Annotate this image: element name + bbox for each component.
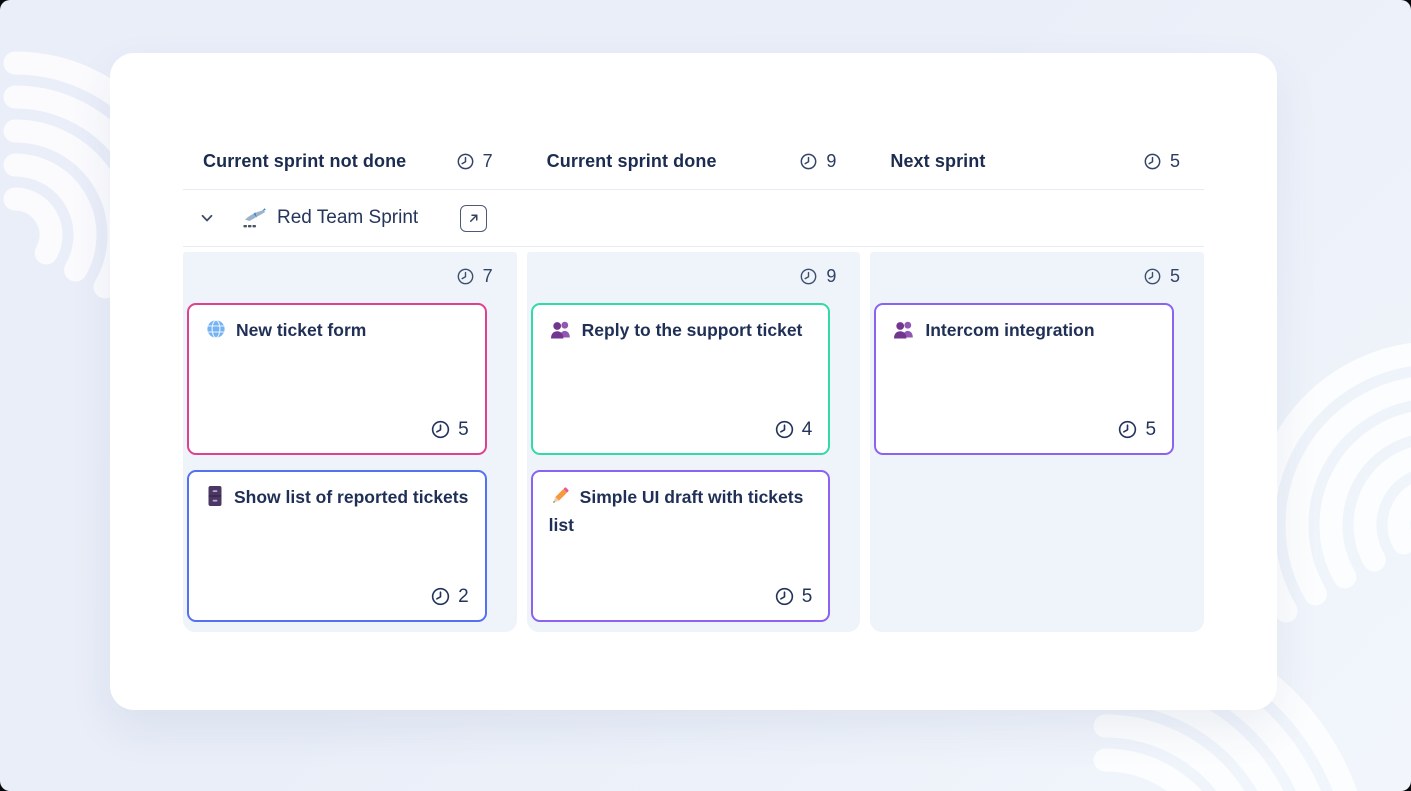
- column-header-current-sprint-not-done: Current sprint not done 7: [183, 151, 517, 189]
- clock-icon: [1144, 268, 1161, 285]
- globe-icon: [205, 318, 227, 346]
- column-subheader: 7: [183, 252, 517, 287]
- column-header-next-sprint: Next sprint 5: [870, 151, 1204, 189]
- clock-icon: [1144, 153, 1161, 170]
- clock-icon: [800, 153, 817, 170]
- column-hours-badge: 7: [455, 266, 493, 287]
- external-link-icon: [470, 214, 478, 222]
- kanban-card[interactable]: Reply to the support ticket 4: [530, 303, 831, 455]
- card-title: Simple UI draft with tickets list: [548, 485, 804, 536]
- card-estimate-hours: 4: [773, 418, 812, 441]
- column-headers-row: Current sprint not done 7 Current sprint…: [183, 53, 1204, 190]
- sprint-group-label[interactable]: Red Team Sprint: [277, 207, 419, 228]
- pencil-icon: [549, 485, 571, 513]
- board-panel: Current sprint not done 7 Current sprint…: [110, 53, 1277, 710]
- clock-icon: [431, 587, 450, 606]
- kanban-card[interactable]: Show list of reported tickets 2: [187, 470, 487, 622]
- kanban-card[interactable]: Intercom integration 5: [874, 303, 1175, 455]
- kanban-column-next-sprint: 5: [870, 252, 1205, 632]
- column-hours-total: 5: [1142, 151, 1180, 172]
- card-estimate-hours: 2: [429, 585, 469, 608]
- clock-icon: [457, 268, 474, 285]
- column-hours-total: 7: [455, 151, 493, 172]
- card-list: Reply to the support ticket 4: [527, 287, 861, 622]
- card-list: Intercom integration 5: [870, 287, 1204, 455]
- card-list: New ticket form 5: [183, 287, 517, 622]
- clock-icon: [431, 420, 450, 439]
- card-estimate-hours: 5: [773, 585, 812, 608]
- column-subheader: 5: [870, 252, 1204, 287]
- open-sprint-button[interactable]: [460, 204, 488, 232]
- clock-icon: [457, 153, 474, 170]
- column-title: Next sprint: [890, 151, 986, 171]
- airplane-departure-icon: [242, 206, 268, 230]
- chevron-down-icon[interactable]: [198, 209, 216, 227]
- column-title: Current sprint done: [546, 151, 717, 171]
- card-title: Intercom integration: [892, 318, 1156, 346]
- kanban-card[interactable]: Simple UI draft with tickets list 5: [530, 470, 831, 622]
- card-title: Reply to the support ticket: [549, 318, 813, 346]
- sprint-group-row: Red Team Sprint: [183, 190, 1204, 247]
- kanban-column-current-sprint-done: 9: [526, 252, 861, 632]
- clock-icon: [775, 420, 793, 439]
- card-estimate-hours: 5: [1116, 418, 1156, 441]
- file-cabinet-icon: [205, 485, 225, 513]
- kanban-card[interactable]: New ticket form 5: [187, 303, 487, 455]
- card-estimate-hours: 5: [429, 418, 469, 441]
- clock-icon: [800, 268, 817, 285]
- column-title: Current sprint not done: [203, 151, 407, 171]
- people-icon: [892, 320, 916, 346]
- column-hours-total: 9: [798, 151, 836, 172]
- column-hours-badge: 9: [798, 266, 836, 287]
- column-hours-badge: 5: [1142, 266, 1180, 287]
- column-subheader: 9: [527, 252, 861, 287]
- clock-icon: [775, 587, 793, 606]
- card-title: New ticket form: [205, 318, 469, 346]
- column-header-current-sprint-done: Current sprint done 9: [527, 151, 861, 189]
- people-icon: [549, 320, 573, 346]
- kanban-column-current-sprint-not-done: 7 N: [183, 252, 517, 632]
- clock-icon: [1119, 420, 1137, 439]
- kanban-board: 7 N: [183, 252, 1205, 632]
- card-title: Show list of reported tickets: [205, 485, 469, 513]
